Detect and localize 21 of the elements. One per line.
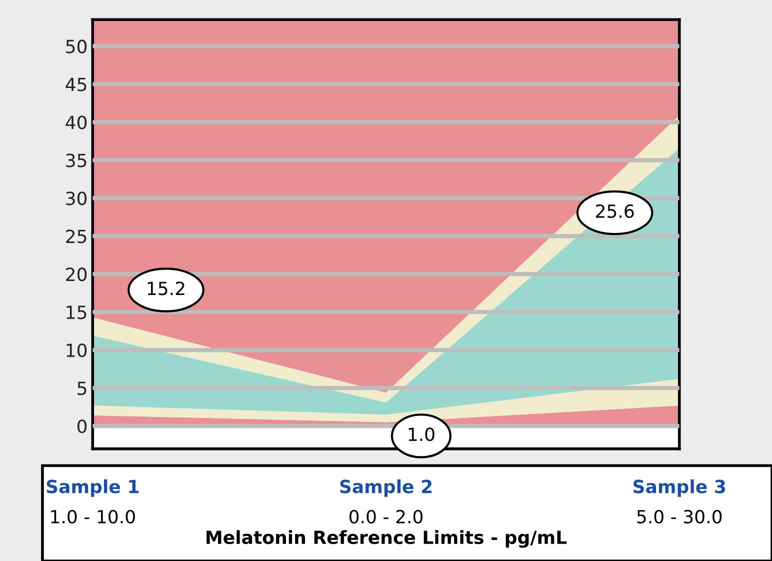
y-tick-label: 30 [66, 192, 87, 206]
x-tick-label: Sample 2 [340, 479, 432, 497]
y-tick-label: 20 [66, 268, 87, 282]
y-tick-label: 0 [77, 419, 87, 434]
y-tick-label: 25 [66, 230, 86, 244]
y-tick-label: 10 [66, 344, 87, 358]
annotation: 25.6 [596, 204, 634, 218]
x-tick-label: Sample 1 [46, 479, 139, 497]
annotation: 15.2 [148, 282, 184, 296]
y-tick-label: 50 [66, 40, 87, 54]
y-tick-label: 15 [66, 306, 86, 320]
text: 0.0 - 2.0 [349, 510, 423, 524]
x-tick-label: Sample 3 [634, 479, 726, 497]
text: 5.0 - 30.0 [637, 510, 722, 524]
y-tick-label: 5 [78, 382, 86, 396]
annotation: 1.0 [408, 428, 434, 442]
text: 1.0 - 10.0 [51, 510, 135, 524]
y-tick-label: 40 [66, 116, 87, 130]
x-axis-title: Melatonin Reference Limits - pg/mL [206, 530, 567, 548]
y-tick-label: 35 [66, 154, 86, 168]
y-tick-label: 45 [66, 78, 86, 92]
